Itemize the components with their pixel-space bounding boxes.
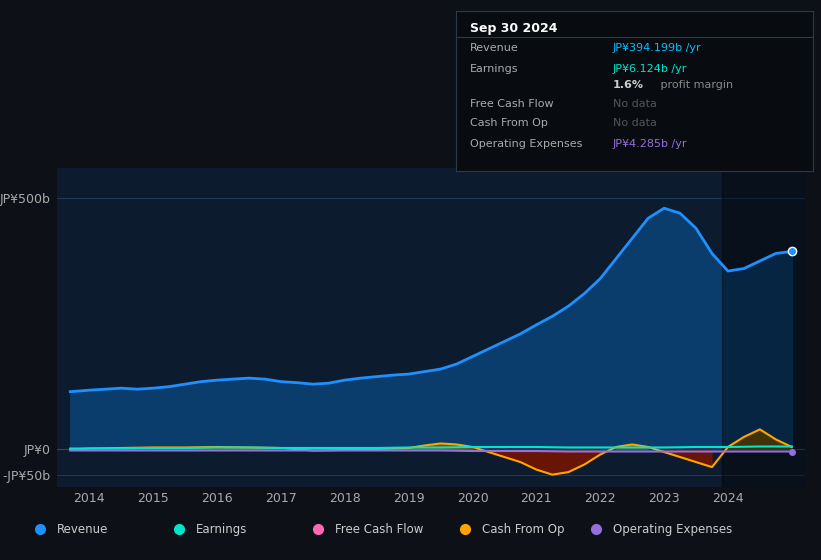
Bar xyxy=(722,168,805,487)
Text: Revenue: Revenue xyxy=(470,43,519,53)
Text: JP¥6.124b /yr: JP¥6.124b /yr xyxy=(612,64,687,74)
Text: Sep 30 2024: Sep 30 2024 xyxy=(470,22,557,35)
Text: Free Cash Flow: Free Cash Flow xyxy=(335,522,424,536)
Text: Cash From Op: Cash From Op xyxy=(470,118,548,128)
Text: JP¥4.285b /yr: JP¥4.285b /yr xyxy=(612,139,687,149)
Text: Cash From Op: Cash From Op xyxy=(481,522,564,536)
Text: Earnings: Earnings xyxy=(196,522,247,536)
Text: Operating Expenses: Operating Expenses xyxy=(612,522,732,536)
Text: Operating Expenses: Operating Expenses xyxy=(470,139,582,149)
Text: Free Cash Flow: Free Cash Flow xyxy=(470,99,553,109)
Text: Earnings: Earnings xyxy=(470,64,518,74)
Text: Revenue: Revenue xyxy=(57,522,108,536)
Text: 1.6%: 1.6% xyxy=(612,80,644,90)
Text: profit margin: profit margin xyxy=(658,80,733,90)
Text: JP¥394.199b /yr: JP¥394.199b /yr xyxy=(612,43,701,53)
Text: No data: No data xyxy=(612,118,657,128)
Text: No data: No data xyxy=(612,99,657,109)
